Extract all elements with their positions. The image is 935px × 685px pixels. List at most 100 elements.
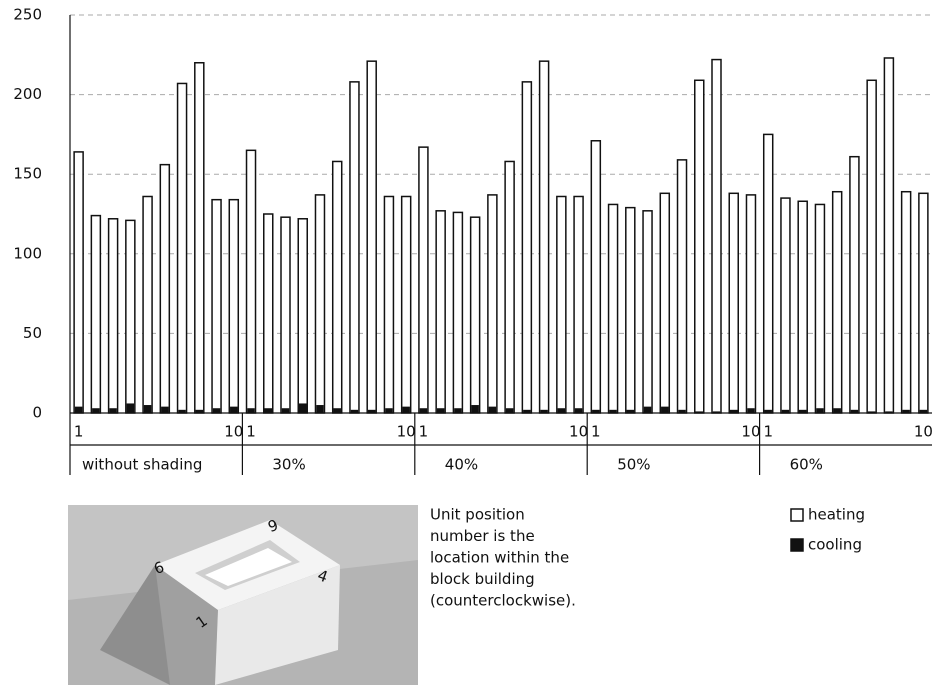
cooling-bar <box>350 409 359 413</box>
heating-bar <box>797 200 808 414</box>
heating-bar <box>73 151 84 414</box>
cooling-bar <box>902 409 910 413</box>
cooling-bar <box>316 405 324 413</box>
cooling-bar <box>109 408 117 413</box>
cooling-bar <box>833 408 841 413</box>
x-tick-label: 10 <box>741 423 760 441</box>
heating-bar <box>521 81 533 414</box>
heating-bar <box>159 163 171 414</box>
cooling-bar <box>574 408 583 413</box>
cooling-bar <box>247 408 255 413</box>
x-tick-label: 1 <box>74 423 84 441</box>
cooling-bar <box>609 409 617 413</box>
heating-bar <box>831 190 843 414</box>
heating-bar <box>573 195 584 414</box>
cooling-bar <box>592 409 600 413</box>
heating-bar <box>331 160 343 414</box>
annotation: location within the <box>430 549 569 567</box>
x-tick-label: 1 <box>419 423 429 441</box>
heating-bar <box>659 192 671 414</box>
cooling-bar <box>867 411 876 413</box>
heating-bar <box>849 155 860 414</box>
heating-bar <box>418 146 429 414</box>
building-image <box>68 505 418 685</box>
cooling-bar <box>92 408 100 413</box>
heating-bar <box>780 197 791 414</box>
cooling-bar <box>298 403 307 413</box>
cooling-bar <box>178 409 186 413</box>
annotation: block building <box>430 570 535 588</box>
y-tick-label: 150 <box>13 165 42 183</box>
heating-bar <box>349 81 360 414</box>
heating-bar <box>762 133 774 414</box>
cooling-bar <box>781 409 790 413</box>
heating-bar <box>400 195 412 414</box>
group-label: 60% <box>790 456 823 474</box>
heating-bar <box>900 190 912 414</box>
heating-bar <box>125 219 136 414</box>
heating-bar <box>556 195 567 414</box>
cooling-bar <box>919 409 928 413</box>
y-tick-label: 0 <box>32 404 42 422</box>
heating-bar <box>297 218 308 414</box>
heating-bar <box>728 192 739 414</box>
cooling-bar <box>367 409 376 413</box>
annotation: Unit position <box>430 506 525 524</box>
heating-bar <box>676 159 688 414</box>
cooling-bar <box>74 406 83 413</box>
heating-bar <box>711 58 722 414</box>
y-tick-label: 50 <box>23 324 42 342</box>
heating-bar <box>452 211 464 414</box>
cooling-bar <box>523 409 531 413</box>
group-label: without shading <box>82 456 202 474</box>
cooling-bar <box>195 409 204 413</box>
heating-bar <box>918 192 929 414</box>
annotation: (counterclockwise). <box>430 592 576 610</box>
cooling-bar <box>230 406 238 413</box>
cooling-bar <box>816 408 824 413</box>
group-label: 50% <box>617 456 650 474</box>
heating-bar <box>642 210 653 414</box>
cooling-bar <box>885 411 893 413</box>
x-tick-label: 10 <box>224 423 243 441</box>
cooling-bar <box>729 409 738 413</box>
cooling-bar <box>747 408 755 413</box>
legend-label: heating <box>808 506 865 524</box>
cooling-bar <box>540 409 548 413</box>
cooling-bar <box>643 406 652 413</box>
heating-bar <box>314 194 326 414</box>
heating-bar <box>625 206 636 414</box>
heating-bar <box>694 79 705 414</box>
cooling-bar <box>454 408 462 413</box>
heating-bar <box>176 82 188 414</box>
x-tick-label: 10 <box>914 423 933 441</box>
heating-bar <box>280 216 291 414</box>
cooling-bar <box>264 408 273 413</box>
heating-bar <box>228 198 240 414</box>
cooling-bar <box>143 405 152 413</box>
heating-bar <box>814 203 826 414</box>
x-tick-label: 10 <box>397 423 416 441</box>
y-tick-label: 200 <box>13 85 42 103</box>
heating-bar <box>194 62 205 414</box>
cooling-bar <box>471 405 479 413</box>
cooling-bar <box>436 408 445 413</box>
legend-swatch <box>790 538 804 552</box>
y-tick-label: 250 <box>13 6 42 24</box>
cooling-bar <box>626 409 635 413</box>
cooling-bar <box>281 408 290 413</box>
cooling-bar <box>385 408 393 413</box>
heating-bar <box>211 198 222 414</box>
group-label: 30% <box>272 456 305 474</box>
group-label: 40% <box>445 456 478 474</box>
heating-bar <box>469 216 481 414</box>
cooling-bar <box>419 408 428 413</box>
heating-bar <box>107 218 119 414</box>
heating-bar <box>504 160 515 414</box>
cooling-bar <box>764 409 772 413</box>
cooling-bar <box>678 409 686 413</box>
cooling-bar <box>850 409 859 413</box>
x-tick-label: 1 <box>246 423 256 441</box>
cooling-bar <box>488 406 497 413</box>
